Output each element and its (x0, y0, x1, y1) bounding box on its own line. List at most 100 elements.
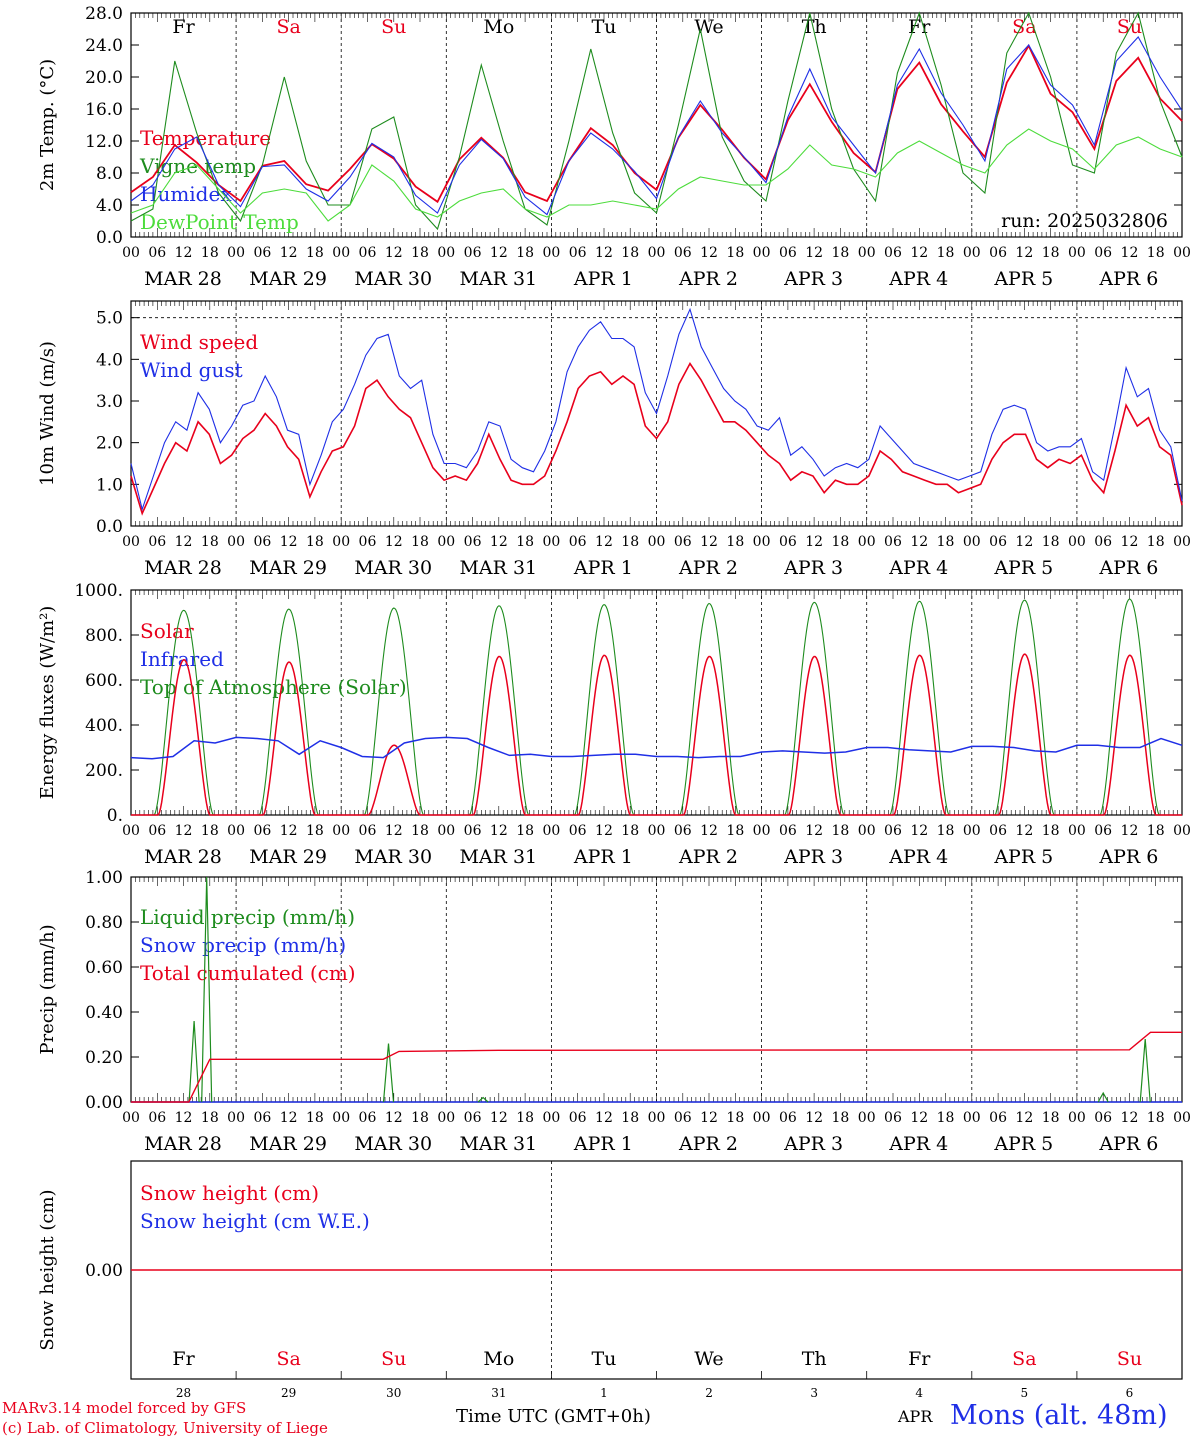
hour-tick-label: 12 (175, 823, 193, 839)
hour-tick-label: 00 (858, 1110, 876, 1126)
series-total-cumulated (131, 1031, 1182, 1103)
day-name: Fr (908, 1348, 931, 1370)
hour-tick-label: 00 (542, 245, 560, 261)
y-tick-label: 5.0 (96, 309, 123, 329)
hour-tick-label: 06 (148, 823, 166, 839)
day-number: 2 (705, 1386, 713, 1398)
hour-tick-label: 06 (1094, 823, 1112, 839)
day-number: 31 (491, 1386, 506, 1398)
run-label: run: 2025032806 (1001, 210, 1168, 232)
hour-tick-label: 00 (1068, 245, 1086, 261)
hour-tick-label: 12 (385, 823, 403, 839)
hour-tick-label: 18 (201, 1110, 219, 1126)
hour-tick-label: 06 (359, 1110, 377, 1126)
hour-tick-label: 18 (411, 245, 429, 261)
day-name: We (694, 16, 723, 38)
series-humidex (130, 36, 1183, 216)
hour-tick-label: 00 (753, 823, 771, 839)
hour-tick-label: 18 (621, 534, 639, 550)
date-label: MAR 30 (354, 268, 432, 290)
legend-entry: Temperature (140, 126, 271, 150)
hour-tick-label: 12 (910, 534, 928, 550)
hour-tick-label: 06 (569, 1110, 587, 1126)
hour-tick-label: 18 (306, 823, 324, 839)
hour-tick-label: 12 (700, 823, 718, 839)
y-tick-label: 0.00 (85, 1261, 123, 1281)
panel-2: 00 06 12 18 00 06 12 18 00 06 12 18 00 06 12 18 00 06 12 18… (37, 300, 1191, 579)
hour-tick-label: 06 (674, 245, 692, 261)
hour-tick-label: 18 (411, 1110, 429, 1126)
y-tick-label: 800. (85, 626, 123, 646)
hour-tick-label: 18 (201, 823, 219, 839)
hour-tick-label: 12 (385, 534, 403, 550)
lab-credit: (c) Lab. of Climatology, University of L… (2, 1419, 328, 1437)
hour-tick-label: 18 (621, 245, 639, 261)
hour-tick-label: 18 (832, 823, 850, 839)
hour-tick-label: 06 (779, 1110, 797, 1126)
hour-tick-label: 12 (280, 245, 298, 261)
y-axis-label: Precip (mm/h) (37, 924, 58, 1054)
hour-tick-label: 06 (253, 1110, 271, 1126)
date-label: APR 5 (993, 557, 1053, 579)
hour-tick-label: 18 (306, 1110, 324, 1126)
hour-tick-label: 18 (1042, 823, 1060, 839)
hour-tick-label: 00 (1173, 245, 1191, 261)
liquid-precip-spike (188, 1020, 200, 1103)
day-number: 6 (1126, 1386, 1134, 1398)
legend-entry: Snow height (cm W.E.) (140, 1209, 370, 1233)
hour-tick-label: 06 (884, 823, 902, 839)
hour-tick-label: 18 (516, 534, 534, 550)
date-label: MAR 31 (459, 846, 537, 868)
hour-tick-label: 18 (937, 534, 955, 550)
legend-entry: DewPoint Temp (140, 210, 299, 234)
plot-frame (130, 589, 1183, 816)
day-name: Th (802, 16, 827, 38)
date-label: APR 6 (1098, 846, 1158, 868)
hour-tick-label: 12 (490, 823, 508, 839)
hour-tick-label: 18 (516, 823, 534, 839)
date-label: MAR 29 (249, 268, 327, 290)
hour-tick-label: 12 (280, 1110, 298, 1126)
y-tick-label: 24.0 (85, 36, 123, 56)
day-name: Tu (591, 1348, 616, 1370)
hour-tick-label: 00 (963, 1110, 981, 1126)
hour-tick-label: 00 (963, 534, 981, 550)
date-label: MAR 31 (459, 268, 537, 290)
series-wind-speed (130, 361, 1183, 516)
hour-tick-label: 18 (1147, 534, 1165, 550)
legend-entry: Infrared (140, 647, 224, 671)
hour-tick-label: 18 (832, 1110, 850, 1126)
y-axis-label: Energy fluxes (W/m²) (37, 606, 58, 800)
hour-tick-label: 06 (569, 245, 587, 261)
plot-frame (130, 12, 1183, 238)
date-label: APR 4 (888, 557, 948, 579)
hour-tick-label: 00 (332, 1110, 350, 1126)
hour-tick-label: 18 (411, 534, 429, 550)
y-tick-label: 200. (85, 761, 123, 781)
hour-tick-label: 18 (411, 823, 429, 839)
hour-tick-label: 18 (1042, 1110, 1060, 1126)
hour-tick-label: 18 (1147, 823, 1165, 839)
bottom-ticks (130, 806, 1183, 815)
hour-tick-label: 12 (1121, 534, 1139, 550)
meteogram: 00 06 12 18 00 06 12 18 00 06 12 18 00 06 12 18 00 06 12 18… (37, 4, 1191, 1398)
y-tick-label: 0.80 (85, 913, 123, 933)
legend-entry: Solar (140, 619, 194, 643)
day-name: Fr (172, 1348, 195, 1370)
date-label: APR 3 (783, 1133, 843, 1155)
hour-tick-label: 00 (1068, 534, 1086, 550)
hour-tick-label: 06 (464, 245, 482, 261)
hour-tick-label: 00 (542, 823, 560, 839)
station-name: Mons (alt. 48m) (950, 1400, 1168, 1431)
hour-tick-label: 06 (989, 245, 1007, 261)
hour-tick-label: 06 (884, 245, 902, 261)
legend-entry: Snow precip (mm/h) (140, 933, 346, 957)
day-number: 5 (1021, 1386, 1029, 1398)
day-name: Sa (1012, 16, 1036, 38)
hour-tick-label: 18 (726, 245, 744, 261)
day-name: Su (381, 1348, 406, 1370)
hour-tick-label: 00 (437, 823, 455, 839)
hour-tick-label: 12 (490, 534, 508, 550)
hour-tick-label: 06 (674, 1110, 692, 1126)
hour-tick-label: 18 (937, 1110, 955, 1126)
